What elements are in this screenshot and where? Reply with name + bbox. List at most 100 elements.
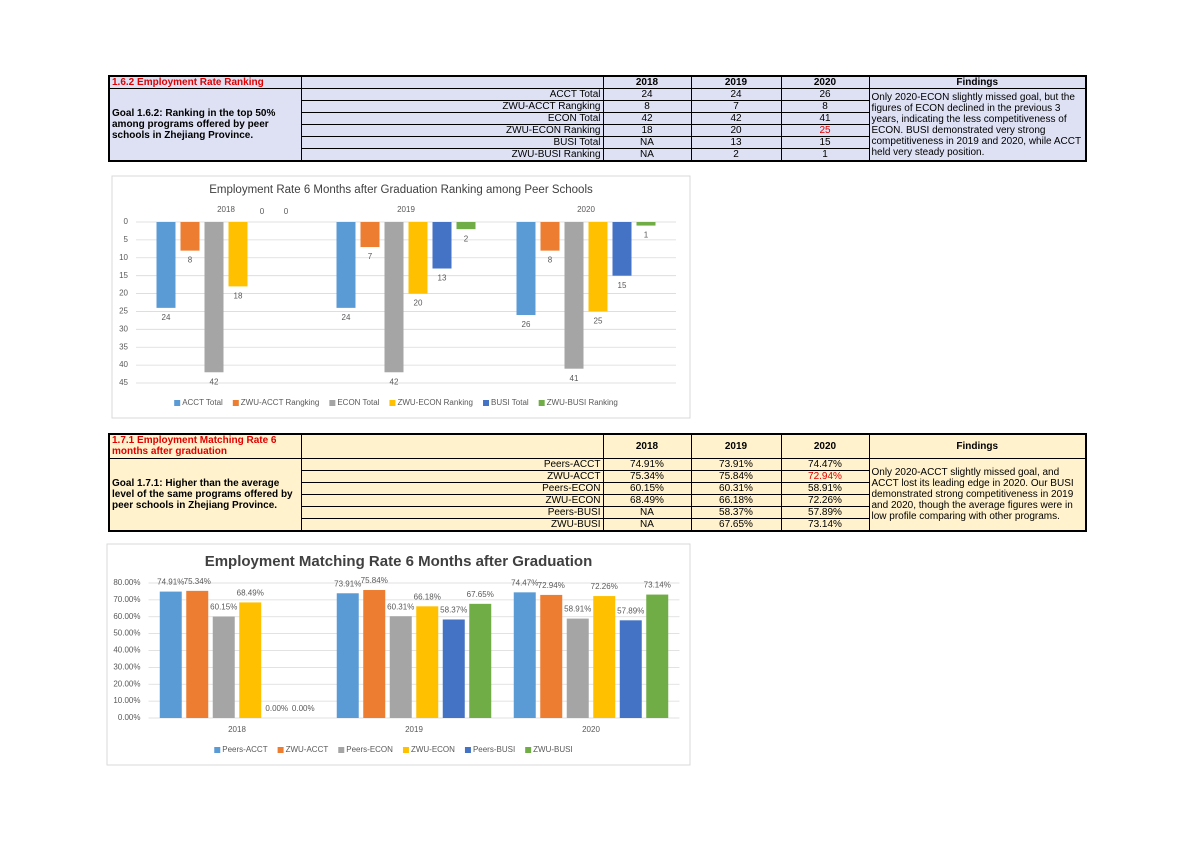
legend-swatch <box>389 400 396 406</box>
y-tick-label: 0.00% <box>118 713 141 722</box>
bar <box>612 222 632 276</box>
data-label: 24 <box>162 313 171 322</box>
bar <box>156 222 176 308</box>
y-tick-label: 70.00% <box>113 595 140 604</box>
table: 1.6.2 Employment Rate Ranking 2018 2019 202… <box>108 75 1087 162</box>
data-label: 0 <box>260 207 265 216</box>
bar <box>204 222 224 373</box>
data-label: 74.47% <box>511 578 538 587</box>
data-label: 73.14% <box>644 581 671 590</box>
legend-swatch <box>525 747 532 753</box>
row: ZWU-ACCT Rangking 8 7 8 <box>109 100 1086 113</box>
data-label: 41 <box>570 374 579 383</box>
table: 1.7.1 Employment Matching Rate 6 months … <box>108 433 1087 532</box>
y-tick-label: 40 <box>119 360 128 369</box>
data-label: 57.89% <box>617 606 644 615</box>
legend-label: Peers-BUSI <box>473 745 515 754</box>
data-label: 68.49% <box>237 589 264 598</box>
x-tick-label: 2019 <box>397 205 415 214</box>
x-tick-label: 2019 <box>405 725 423 734</box>
bar <box>456 222 476 230</box>
header-row: 1.7.1 Employment Matching Rate 6 months … <box>108 433 1087 459</box>
legend-swatch <box>483 400 490 406</box>
data-label: 66.18% <box>414 592 441 601</box>
data-label: 73.91% <box>334 579 361 588</box>
bar <box>593 596 616 718</box>
data-label: 0 <box>284 207 289 216</box>
bar <box>619 620 642 718</box>
row-label: ZWU-BUSI <box>300 517 604 531</box>
data-label: 0.00% <box>292 704 315 713</box>
num-cell: 1 <box>780 148 870 162</box>
legend-label: ZWU-BUSI <box>533 745 573 754</box>
bar <box>336 222 356 308</box>
data-label: 58.91% <box>564 605 591 614</box>
num-cell: 73.14% <box>780 517 870 531</box>
y-tick-label: 5 <box>124 235 129 244</box>
bar <box>540 594 563 718</box>
bar <box>636 222 656 226</box>
bar <box>360 222 380 248</box>
bar <box>564 222 584 369</box>
legend-label: ZWU-ACCT <box>286 745 329 754</box>
data-label: 2 <box>464 234 469 243</box>
num-cell: 15 <box>780 136 870 149</box>
bar <box>588 222 608 312</box>
bar <box>389 616 412 718</box>
data-label: 72.26% <box>591 582 618 591</box>
legend-label: ZWU-ECON <box>411 745 455 754</box>
legend-swatch <box>402 747 409 753</box>
data-label: 42 <box>210 377 219 386</box>
row: ZWU-ECON Ranking 18 20 25 <box>109 124 1086 137</box>
y-tick-label: 15 <box>119 271 128 280</box>
data-label: 60.15% <box>210 603 237 612</box>
y-tick-label: 30 <box>119 324 128 333</box>
x-tick-label: 2018 <box>228 725 246 734</box>
data-label: 24 <box>342 313 351 322</box>
row-label: BUSI Total <box>300 136 604 149</box>
find-cell: Only 2020-ECON slightly missed goal, but… <box>868 88 1087 162</box>
y-tick-label: 80.00% <box>113 578 140 587</box>
num-cell: 58.37% <box>690 505 782 519</box>
x-tick-label: 2020 <box>582 725 600 734</box>
row: Peers-ECON 60.15% 60.31% 58.91% <box>109 481 1086 495</box>
bar <box>513 592 536 718</box>
legend-label: ZWU-ACCT Rangking <box>241 398 320 407</box>
num-cell: NA <box>602 517 692 531</box>
row: Peers-BUSI NA 58.37% 57.89% <box>109 505 1086 519</box>
bar <box>384 222 404 373</box>
y-tick-label: 40.00% <box>113 646 140 655</box>
y-tick-label: 30.00% <box>113 662 140 671</box>
data-label: 74.91% <box>157 578 184 587</box>
row: ZWU-ACCT 75.34% 75.84% 72.94% <box>109 469 1086 483</box>
col-cell: Findings <box>868 433 1087 459</box>
bar <box>228 222 248 287</box>
bar <box>442 619 465 718</box>
col-cell: 2018 <box>602 433 692 459</box>
data-label: 75.84% <box>361 576 388 585</box>
row: ZWU-ECON 68.49% 66.18% 72.26% <box>109 493 1086 507</box>
y-tick-label: 10.00% <box>113 696 140 705</box>
bar <box>212 616 235 718</box>
bar <box>180 222 200 251</box>
data-label: 20 <box>414 299 423 308</box>
bar <box>416 606 439 718</box>
data-label: 72.94% <box>538 581 565 590</box>
legend-label: ZWU-ECON Ranking <box>397 398 473 407</box>
legend-swatch <box>464 747 471 753</box>
bar <box>186 590 209 718</box>
legend-label: ZWU-BUSI Ranking <box>547 398 618 407</box>
head-cell: 1.7.1 Employment Matching Rate 6 months … <box>108 433 302 459</box>
legend-label: Peers-ACCT <box>222 745 267 754</box>
row: Goal 1.6.2: Ranking in the top 50% among… <box>108 88 1087 162</box>
data-label: 8 <box>548 256 553 265</box>
data-label: 8 <box>188 256 193 265</box>
data-label: 25 <box>594 317 603 326</box>
legend-swatch <box>232 400 239 406</box>
bar <box>469 603 492 718</box>
legend-swatch <box>338 747 345 753</box>
legend-label: BUSI Total <box>491 398 529 407</box>
bar <box>239 602 262 718</box>
bar <box>159 591 182 718</box>
